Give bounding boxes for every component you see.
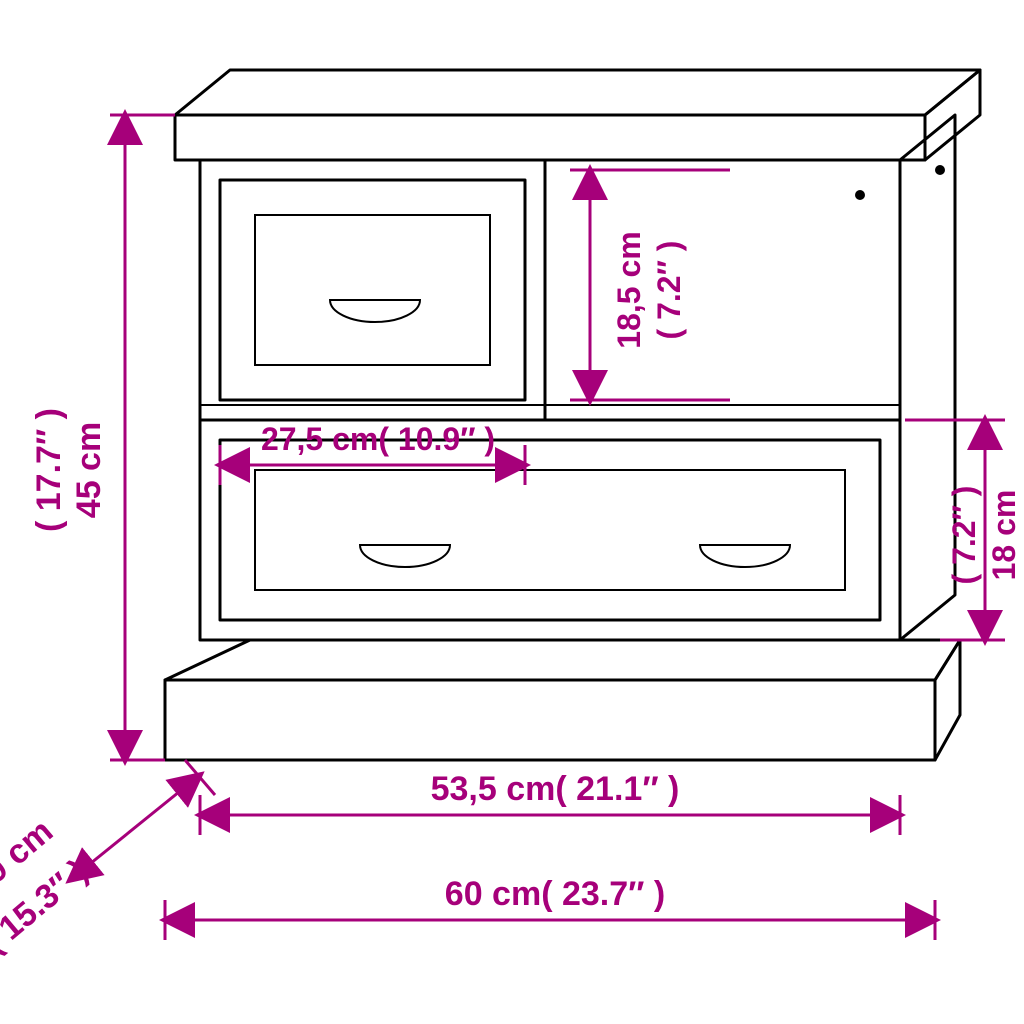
svg-text:53,5 cm( 21.1″ ): 53,5 cm( 21.1″ ) xyxy=(431,770,680,808)
svg-text:60 cm( 23.7″ ): 60 cm( 23.7″ ) xyxy=(445,875,665,913)
label-overall-width-cm: 60 cm xyxy=(445,875,541,913)
svg-text:( 17.7″ ): ( 17.7″ ) xyxy=(30,408,68,532)
svg-text:( 7.2″ ): ( 7.2″ ) xyxy=(651,241,687,340)
dim-shelf-opening-height: 18,5 cm ( 7.2″ ) xyxy=(570,170,730,400)
cabinet-line-art xyxy=(165,70,980,760)
label-shelf-height-cm: 18,5 cm xyxy=(611,231,647,348)
label-overall-height-cm: 45 cm xyxy=(70,422,108,518)
dim-lower-drawer-height: 18 cm ( 7.2″ ) xyxy=(905,420,1022,640)
dim-overall-width: 60 cm( 23.7″ ) xyxy=(165,875,935,940)
label-small-drawer-width-cm: 27,5 cm xyxy=(261,421,378,457)
dim-depth: 39 cm ( 15.3″ ) xyxy=(0,760,215,961)
label-inner-width-cm: 53,5 cm xyxy=(431,770,556,808)
dim-inner-width: 53,5 cm( 21.1″ ) xyxy=(200,770,900,835)
svg-text:( 7.2″ ): ( 7.2″ ) xyxy=(946,486,982,585)
label-lower-drawer-height-cm: 18 cm xyxy=(986,490,1022,581)
svg-text:27,5 cm( 10.9″ ): 27,5 cm( 10.9″ ) xyxy=(261,421,495,457)
dim-small-drawer-width: 27,5 cm( 10.9″ ) xyxy=(220,421,525,485)
dim-overall-height: 45 cm ( 17.7″ ) xyxy=(30,115,175,760)
